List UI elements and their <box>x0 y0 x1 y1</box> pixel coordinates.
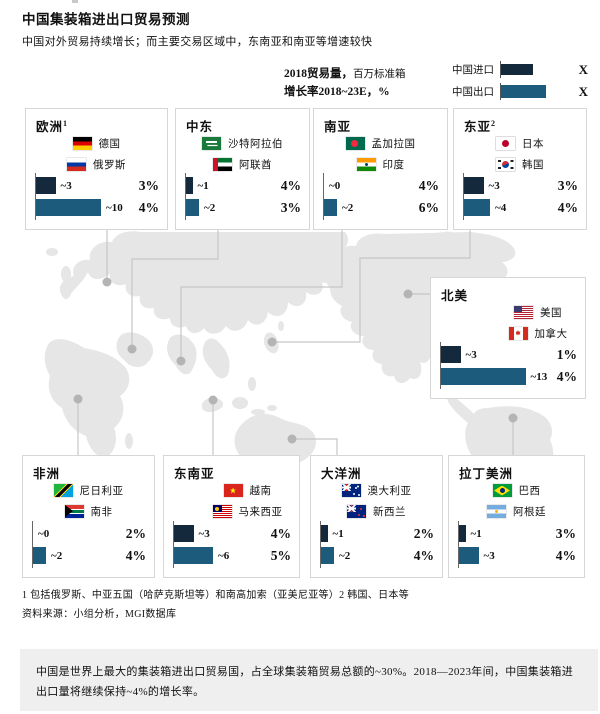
country-label: 南非 <box>90 507 113 518</box>
country-label: 印度 <box>382 160 405 171</box>
connector-lines <box>77 230 514 455</box>
country-label: 阿联酋 <box>239 160 272 171</box>
saudi-arabia-flag-icon <box>202 137 221 150</box>
region-box-oceania: 大洋洲 澳大利亚 新西兰 ~1 2% ~2 4% <box>310 455 443 578</box>
south-africa-flag-icon <box>64 505 84 518</box>
import-bar <box>464 177 484 194</box>
export-bar <box>324 199 337 216</box>
canada-flag-icon <box>508 327 528 340</box>
export-bar <box>174 547 213 564</box>
region-box-europe: 欧洲1 德国 俄罗斯 ~3 3% ~10 4% <box>25 108 168 230</box>
region-box-africa: 非洲 尼日利亚 南非 ~0 2% ~2 4% <box>22 455 155 578</box>
import-bar <box>36 177 56 194</box>
region-box-south-asia: 南亚 孟加拉国 印度 ~0 4% ~2 6% <box>313 108 448 230</box>
legend-import-sample: X <box>578 61 588 77</box>
russia-flag-icon <box>67 158 86 171</box>
export-bar <box>36 199 101 216</box>
region-title: 东亚 <box>464 120 492 134</box>
region-title: 拉丁美洲 <box>459 467 514 481</box>
region-box-middle-east: 中东 沙特阿拉伯 阿联酋 ~1 4% ~2 3% <box>175 108 310 230</box>
footnote: 1 包括俄罗斯、中亚五国（哈萨克斯坦等）和南高加索（亚美尼亚等）2 韩国、日本等 <box>22 590 409 601</box>
location-dots <box>73 277 518 444</box>
region-box-latin-america: 拉丁美洲 巴西 阿根廷 ~1 3% ~3 4% <box>448 455 585 578</box>
region-title: 非洲 <box>33 467 61 481</box>
source-line: 资料来源：小组分析，MGI数据库 <box>22 609 177 620</box>
country-label: 新西兰 <box>373 507 406 518</box>
summary-banner: 中国是世界上最大的集装箱进出口贸易国，占全球集装箱贸易总额的~30%。2018—… <box>20 649 598 711</box>
usa-flag-icon <box>514 306 533 319</box>
legend-export-sample: X <box>578 83 588 99</box>
page-title: 中国集装箱进出口贸易预测 <box>22 12 190 27</box>
india-flag-icon <box>356 158 376 171</box>
import-bar <box>321 525 328 542</box>
page-subtitle: 中国对外贸易持续增长；而主要交易区域中，东南亚和南亚等增速较快 <box>22 36 373 48</box>
country-label: 澳大利亚 <box>367 486 412 497</box>
export-bar <box>459 547 479 564</box>
legend-import-bar-icon <box>501 64 533 75</box>
legend-units: 2018贸易量，百万标准箱 增长率2018~23E，% <box>284 61 454 101</box>
south-korea-flag-icon <box>496 158 515 171</box>
region-box-east-asia: 东亚2 日本 韩国 ~3 3% ~4 4% <box>453 108 587 230</box>
nigeria-flag-icon <box>53 484 73 497</box>
legend-export-bar-icon <box>501 85 546 98</box>
export-bar <box>441 368 526 385</box>
brazil-flag-icon <box>492 484 512 497</box>
japan-flag-icon <box>496 137 515 150</box>
new-zealand-flag-icon <box>347 505 366 518</box>
region-title: 大洋洲 <box>321 467 362 481</box>
country-label: 尼日利亚 <box>79 486 124 497</box>
uae-flag-icon <box>213 158 232 171</box>
legend-import-label: 中国进口 <box>452 65 494 76</box>
region-title: 南亚 <box>324 120 352 134</box>
import-bar <box>186 177 193 194</box>
country-label: 沙特阿拉伯 <box>228 139 283 150</box>
country-label: 韩国 <box>522 160 544 171</box>
country-label: 马来西亚 <box>238 507 283 518</box>
region-title: 东南亚 <box>174 467 215 481</box>
country-label: 日本 <box>522 139 544 150</box>
legend-export-label: 中国出口 <box>452 87 494 98</box>
region-title: 北美 <box>441 289 469 303</box>
export-bar <box>186 199 199 216</box>
top-edge-artifact <box>72 0 78 3</box>
australia-flag-icon <box>341 484 361 497</box>
country-label: 德国 <box>98 139 121 150</box>
region-box-north-america: 北美 美国 加拿大 ~3 1% ~13 4% <box>430 277 586 399</box>
country-label: 越南 <box>249 486 272 497</box>
country-label: 美国 <box>540 308 562 319</box>
legend-volume-unit: 百万标准箱 <box>353 69 406 80</box>
export-bar <box>464 199 490 216</box>
export-bar <box>33 547 46 564</box>
import-bar <box>459 525 466 542</box>
germany-flag-icon <box>72 137 92 150</box>
vietnam-flag-icon <box>223 484 243 497</box>
bangladesh-flag-icon <box>345 137 365 150</box>
legend-volume-label: 2018贸易量， <box>284 68 353 80</box>
argentina-flag-icon <box>487 505 506 518</box>
region-title: 中东 <box>186 120 214 134</box>
import-bar <box>174 525 194 542</box>
country-label: 巴西 <box>518 486 541 497</box>
export-bar <box>321 547 334 564</box>
malaysia-flag-icon <box>212 505 232 518</box>
country-label: 阿根廷 <box>513 507 546 518</box>
legend-key: 中国进口 X 中国出口 X <box>452 61 588 100</box>
country-label: 加拿大 <box>534 329 568 340</box>
world-map <box>44 230 554 479</box>
legend-growth-label: 增长率2018~23E，% <box>284 86 390 99</box>
region-box-southeast-asia: 东南亚 越南 马来西亚 ~3 4% ~6 5% <box>163 455 300 578</box>
country-label: 俄罗斯 <box>93 160 126 171</box>
region-title: 欧洲 <box>36 120 64 134</box>
import-bar <box>441 346 461 363</box>
country-label: 孟加拉国 <box>371 139 416 150</box>
